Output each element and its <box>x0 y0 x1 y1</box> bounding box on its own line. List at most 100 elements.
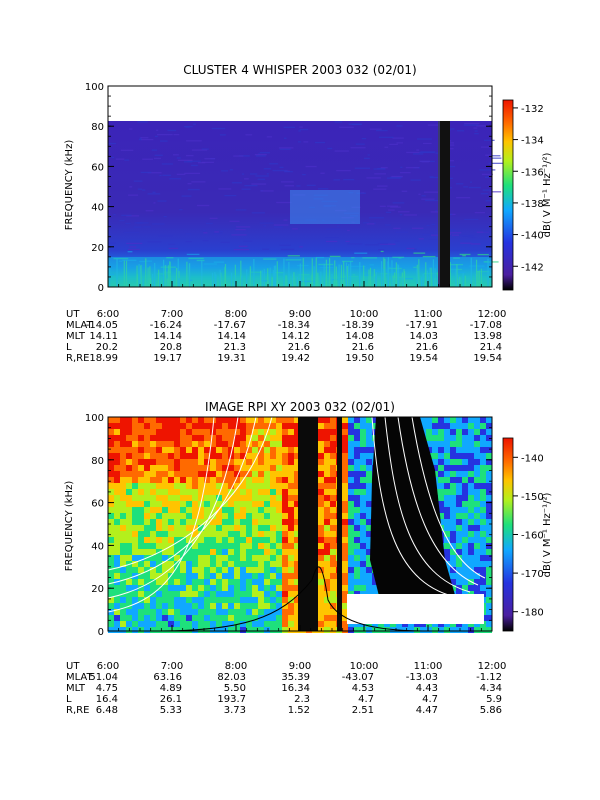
emission-streak <box>474 211 485 214</box>
spectrogram-cell <box>198 513 204 519</box>
spectrogram-cell <box>360 579 366 585</box>
spectrogram-cell <box>264 615 270 621</box>
spectrogram-cell <box>354 429 360 435</box>
spectrogram-cell <box>174 513 180 519</box>
spectrogram-cell <box>258 585 264 591</box>
spectrogram-cell <box>354 519 360 525</box>
emission-streak <box>390 206 401 208</box>
spectrogram-cell <box>450 507 456 513</box>
spectrogram-cell <box>186 615 192 621</box>
spectrogram-cell <box>156 519 162 525</box>
spectrogram-cell <box>228 597 234 603</box>
spectrogram-cell <box>366 585 372 591</box>
spectrogram-cell <box>276 531 282 537</box>
spectrogram-cell <box>324 627 330 633</box>
spectrogram-cell <box>180 537 186 543</box>
emission-streak <box>260 190 274 192</box>
spectrogram-cell <box>474 549 480 555</box>
spectrogram-cell <box>204 507 210 513</box>
spectrogram-cell <box>444 465 450 471</box>
spectrogram-cell <box>486 573 492 579</box>
spectrogram-cell <box>324 525 330 531</box>
spectrogram-cell <box>156 627 162 633</box>
spectrogram-cell <box>156 621 162 627</box>
spectrogram-cell <box>444 471 450 477</box>
spectrogram-cell <box>192 483 198 489</box>
emission-streak <box>115 158 125 160</box>
spectrogram-cell <box>204 525 210 531</box>
emission-streak <box>229 220 240 222</box>
colorbar-tick-label: -180 <box>521 608 544 619</box>
spectrogram-cell <box>234 477 240 483</box>
emission-streak <box>299 246 303 248</box>
emission-streak <box>133 180 143 182</box>
spectrogram-cell <box>192 417 198 423</box>
spectrogram-cell <box>126 567 132 573</box>
spectrogram-cell <box>156 423 162 429</box>
spectrogram-cell <box>180 483 186 489</box>
emission-streak <box>399 171 411 174</box>
emission-streak <box>255 175 269 177</box>
spectrogram-cell <box>234 447 240 453</box>
colorbar-tick-label: -140 <box>521 231 544 242</box>
spectrogram-cell <box>318 417 324 423</box>
spectrogram-cell <box>204 495 210 501</box>
spectrogram-cell <box>132 483 138 489</box>
colorbar-tick-label: -150 <box>521 492 544 503</box>
emission-streak <box>325 237 339 239</box>
spectrogram-cell <box>174 465 180 471</box>
spectrogram-cell <box>474 537 480 543</box>
spectrogram-cell <box>240 417 246 423</box>
spectrogram-cell <box>114 417 120 423</box>
spectrogram-cell <box>240 579 246 585</box>
spectrogram-cell <box>210 471 216 477</box>
spectrogram-cell <box>144 615 150 621</box>
emission-streak <box>306 184 316 187</box>
emission-streak <box>414 248 417 250</box>
spectrogram-cell <box>180 447 186 453</box>
spectrogram-cell <box>372 417 378 423</box>
emission-streak <box>489 191 502 193</box>
spectrogram-cell <box>246 627 252 633</box>
spectrogram-cell <box>222 561 228 567</box>
spectrogram-cell <box>210 489 216 495</box>
spectrogram-cell <box>324 441 330 447</box>
spectrogram-cell <box>150 501 156 507</box>
spectrogram-cell <box>252 435 258 441</box>
spectrogram-cell <box>474 507 480 513</box>
spectrogram-cell <box>288 423 294 429</box>
emission-streak <box>184 172 201 175</box>
spectrogram-cell <box>198 597 204 603</box>
spectrogram-cell <box>168 615 174 621</box>
spectrogram-cell <box>330 447 336 453</box>
spectrogram-cell <box>276 489 282 495</box>
spectrogram-cell <box>480 555 486 561</box>
spectrogram-cell <box>354 501 360 507</box>
spectrogram-cell <box>132 429 138 435</box>
emission-streak <box>396 125 403 127</box>
spectrogram-cell <box>114 555 120 561</box>
colorbar-tick-label: -134 <box>521 136 544 147</box>
spectrogram-cell <box>156 573 162 579</box>
spectrogram-cell <box>108 591 114 597</box>
spectrogram-cell <box>228 435 234 441</box>
spectrogram-cell <box>174 603 180 609</box>
emission-streak <box>429 176 446 179</box>
emission-streak <box>489 155 501 157</box>
spectrogram-cell <box>186 573 192 579</box>
spectrogram-cell <box>138 501 144 507</box>
spectrogram-cell <box>162 423 168 429</box>
spectrogram-cell <box>276 621 282 627</box>
spectrogram-cell <box>174 417 180 423</box>
data-gap <box>440 121 450 287</box>
spectrogram-cell <box>210 549 216 555</box>
spectrogram-cell <box>180 573 186 579</box>
ephemeris-value: 1.52 <box>288 705 310 716</box>
spectrogram-cell <box>234 591 240 597</box>
spectrogram-cell <box>318 465 324 471</box>
spectrogram-cell <box>354 465 360 471</box>
emission-streak <box>314 141 326 144</box>
spectrogram-cell <box>276 429 282 435</box>
spectrogram-cell <box>168 459 174 465</box>
ephemeris-value: 14.14 <box>153 331 182 342</box>
